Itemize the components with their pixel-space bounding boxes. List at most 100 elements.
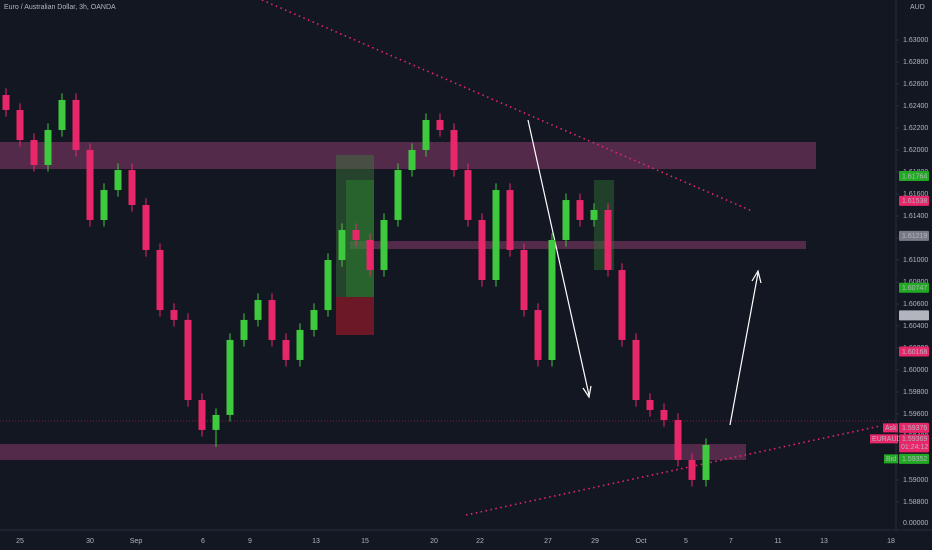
candle-body: [114, 170, 122, 191]
last-tag: [870, 434, 898, 444]
candle-body: [422, 119, 430, 151]
candle-body: [30, 139, 38, 165]
y-tick-label: 1.62000: [903, 147, 928, 154]
candle-body: [128, 170, 136, 205]
candle-body: [534, 310, 542, 360]
x-tick-label: 25: [16, 538, 24, 545]
bid-tag: [884, 454, 898, 464]
currency-label: AUD: [910, 4, 925, 11]
price-badge-label: 1.60496: [902, 313, 927, 320]
candle-body: [646, 399, 654, 411]
y-tick-label: 1.59800: [903, 389, 928, 396]
chart-title: Euro / Australian Dollar, 3h, OANDA: [4, 4, 116, 11]
y-tick-label: 1.62200: [903, 125, 928, 132]
price-badge-label: 1.60168: [902, 349, 927, 356]
resistance-zone: [0, 142, 816, 169]
candle-body: [184, 319, 192, 400]
candle-body: [674, 420, 682, 460]
x-tick-label: 15: [361, 538, 369, 545]
x-tick-label: Sep: [130, 538, 143, 545]
price-badge: [899, 282, 929, 293]
candle-body: [282, 339, 290, 360]
mid-zone: [350, 241, 806, 249]
y-tick-label: 1.60400: [903, 323, 928, 330]
candle-body: [240, 319, 248, 340]
last-badge: [899, 434, 929, 453]
candle-body: [366, 239, 374, 270]
price-badge: [899, 422, 929, 433]
ask-tag-label: Ask: [885, 425, 897, 432]
candle-body: [562, 200, 570, 240]
up-arrow-head: [751, 269, 762, 284]
y-tick-label: 1.62600: [903, 81, 928, 88]
loss-box: [336, 297, 374, 335]
candle-body: [226, 339, 234, 415]
candle-body: [72, 99, 80, 151]
candle-body: [436, 119, 444, 130]
candle-body: [198, 399, 206, 430]
last-badge-label: 1.59369: [902, 436, 927, 443]
candle-body: [632, 339, 640, 400]
candle-body: [688, 459, 696, 480]
candle-body: [492, 190, 500, 281]
y-tick-label: 1.62400: [903, 103, 928, 110]
candle-body: [268, 300, 276, 340]
price-badge: [899, 195, 929, 206]
countdown-label: 01:24:12: [901, 444, 928, 451]
candle-body: [478, 219, 486, 281]
candle-body: [408, 150, 416, 171]
x-tick-label: 22: [476, 538, 484, 545]
x-tick-label: 7: [729, 538, 733, 545]
price-badge: [899, 346, 929, 357]
price-badge: [899, 453, 929, 464]
y-tick-label: 1.58800: [903, 499, 928, 506]
candle-body: [548, 239, 556, 360]
y-tick-label: 1.61600: [903, 191, 928, 198]
down-arrow: [527, 119, 590, 396]
candle-body: [576, 200, 584, 220]
down-arrow-head: [582, 385, 592, 399]
candle-body: [310, 310, 318, 330]
price-badge: [899, 310, 929, 321]
y-tick-label: 1.62800: [903, 59, 928, 66]
y-tick-label: 1.59000: [903, 477, 928, 484]
candle-body: [506, 190, 514, 250]
x-tick-label: 6: [201, 538, 205, 545]
candle-body: [702, 444, 710, 480]
candle-body: [100, 190, 108, 220]
y-tick-label: 1.59600: [903, 411, 928, 418]
x-tick-label: 11: [774, 538, 781, 545]
candle-body: [394, 170, 402, 220]
price-badge-label: 1.61538: [902, 198, 927, 205]
candle-body: [324, 259, 332, 311]
up-arrow: [729, 272, 759, 426]
candle-body: [618, 269, 626, 340]
candle-body: [590, 209, 598, 220]
arrows: [527, 119, 762, 426]
candle-body: [142, 204, 150, 250]
bid-tag-label: Bid: [886, 456, 896, 463]
x-tick-label: 13: [312, 538, 320, 545]
candle-body: [212, 414, 220, 430]
y-tick-label: 1.60800: [903, 279, 928, 286]
x-tick-label: Oct: [636, 538, 647, 545]
price-badge-label: 1.61764: [902, 173, 927, 180]
candle-body: [450, 129, 458, 171]
x-tick-label: 29: [591, 538, 599, 545]
candle-body: [604, 209, 612, 270]
y-tick-label: 1.63000: [903, 37, 928, 44]
y-tick-label: 1.60000: [903, 367, 928, 374]
price-badge-label: 1.61219: [902, 233, 927, 240]
x-tick-label: 13: [820, 538, 828, 545]
candle-body: [86, 150, 94, 220]
price-badge-label: 1.59352: [902, 456, 927, 463]
x-tick-label: 30: [86, 538, 94, 545]
ask-tag: [883, 423, 898, 433]
lower-trendline: [465, 425, 881, 516]
candle-body: [254, 300, 262, 320]
candle-body: [58, 99, 66, 130]
candle-body: [520, 249, 528, 311]
